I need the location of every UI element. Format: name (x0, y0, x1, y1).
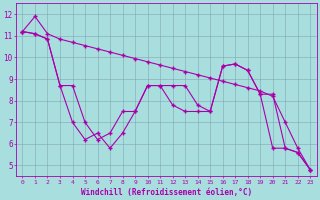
X-axis label: Windchill (Refroidissement éolien,°C): Windchill (Refroidissement éolien,°C) (81, 188, 252, 197)
